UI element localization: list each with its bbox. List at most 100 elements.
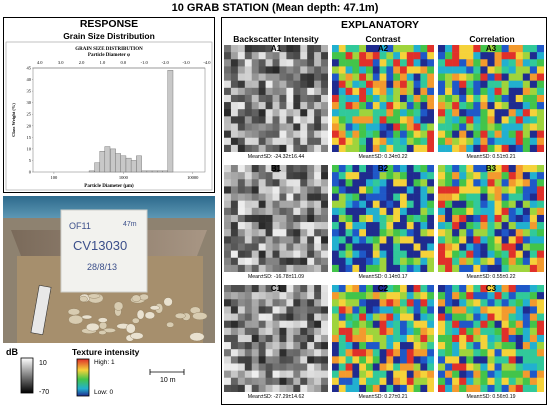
grain-size-subheader: Grain Size Distribution [63,31,155,41]
grab-sample-photo: OF11 47m CV13030 28/8/13 [3,196,215,343]
texture-map-b1 [224,165,328,272]
panel-stat-a1: Mean±SD: -24.32±16.44 [247,154,305,160]
column-header-contrast: Contrast [365,34,401,44]
texture-high-label: High: 1 [94,359,115,366]
texture-map-a2 [332,45,434,152]
y-tick-label: 35 [27,89,32,94]
shell [79,295,88,303]
bar [94,162,100,173]
bar [162,170,168,173]
y-tick-label: 5 [29,158,32,163]
texture-legend-title: Texture intensity [72,347,140,357]
shell [174,312,186,319]
y-axis-label: Class Weight (%) [11,103,16,137]
panel-stat-c3: Mean±SD: 0.56±0.19 [466,394,516,400]
shell [144,311,155,320]
shell [68,314,84,325]
panel-label-c2: C2 [377,284,389,293]
bar [141,170,148,173]
shell [67,308,81,316]
photo-shells [67,293,208,342]
db-max-label: 10 [39,360,47,367]
texture-map-b2 [332,165,434,272]
x-tick-label: 100 [51,175,59,180]
shell [192,312,208,321]
bar [99,150,106,173]
top-tick-label: -1.0 [141,60,149,65]
photo-sign-line2: 47m [123,221,137,228]
top-tick-label: 3.0 [58,60,64,65]
column-header-correlation: Correlation [469,34,515,44]
shell [125,323,136,334]
bar [104,146,111,173]
explanatory-header: EXPLANATORY [341,19,419,31]
panel-stat-b2: Mean±SD: 0.14±0.17 [358,274,408,280]
chart-inner-title: GRAIN SIZE DISTRIBUTION [75,47,143,52]
panel-label-a1: A1 [270,44,282,53]
panel-label-a2: A2 [377,44,389,53]
top-axis-label: Particle Diameter φ [88,53,130,58]
bar [136,155,142,173]
y-tick-label: 30 [27,100,32,105]
bars [88,70,174,173]
x-tick-label: 10000 [187,175,199,180]
grain-size-chart: GRAIN SIZE DISTRIBUTION Particle Diamete… [5,41,213,191]
shell [86,322,100,332]
panel-stat-a3: Mean±SD: 0.51±0.21 [466,154,516,160]
bar [120,155,127,173]
shell [97,317,108,323]
photo-sign-line1: OF11 [69,221,91,231]
y-tick-label: 20 [27,123,32,128]
top-axis-ticks: 4.0 3.0 2.0 1.0 0.0 -1.0 -2.0 -3.0 -4.0 [37,60,211,65]
shell [136,309,145,320]
top-tick-label: 2.0 [79,60,85,65]
top-tick-label: -2.0 [162,60,170,65]
bar [130,160,137,173]
map-scale-bar [149,369,185,375]
response-header: RESPONSE [79,18,139,30]
top-tick-label: 1.0 [100,60,106,65]
texture-map-a1 [224,45,328,152]
photo-scale-bar [30,284,52,336]
panel-stat-c1: Mean±SD: -27.29±14.62 [247,394,305,400]
x-tick-label: 1000 [119,175,129,180]
shell [113,301,124,311]
db-legend-title: dB [6,347,18,357]
bar [110,148,116,173]
shell [131,294,141,302]
panel-label-a3: A3 [485,44,497,53]
y-tick-label: 0 [29,170,32,175]
y-tick-label: 25 [27,112,32,117]
top-tick-label: 4.0 [37,60,43,65]
panel-stat-b3: Mean±SD: 0.55±0.22 [466,274,516,280]
figure-title: 10 GRAB STATION (Mean depth: 47.1m) [171,2,379,14]
top-tick-label: -3.0 [182,60,190,65]
panel-stat-b1: Mean±SD: -16.78±11.09 [247,274,305,280]
panel-stat-a2: Mean±SD: 0.34±0.22 [358,154,408,160]
shell [139,293,149,301]
bar [146,170,153,173]
panel-label-c1: C1 [270,284,282,293]
x-axis-ticks: 100 1000 10000 [51,172,199,180]
panel-label-c3: C3 [485,284,497,293]
y-tick-label: 10 [27,146,32,151]
x-axis-label: Particle Diameter (μm) [84,184,134,189]
panel-stat-c2: Mean±SD: 0.27±0.21 [358,394,408,400]
explanatory-panel [221,17,547,405]
y-axis-ticks: 45 40 35 30 25 20 15 10 5 0 [27,66,33,175]
texture-low-label: Low: 0 [94,389,114,396]
shell [131,317,140,324]
bar [157,170,163,173]
db-min-label: -70 [39,389,50,396]
panel-label-b3: B3 [485,164,497,173]
panel-label-b1: B1 [270,164,282,173]
shell [166,321,175,328]
texture-colorbar [76,358,90,397]
bar [151,170,158,173]
map-scale-label: 10 m [160,377,176,384]
shell [81,314,93,320]
bar [88,170,95,173]
bar [115,153,121,173]
texture-map-c3 [438,285,544,392]
shell [189,332,205,342]
